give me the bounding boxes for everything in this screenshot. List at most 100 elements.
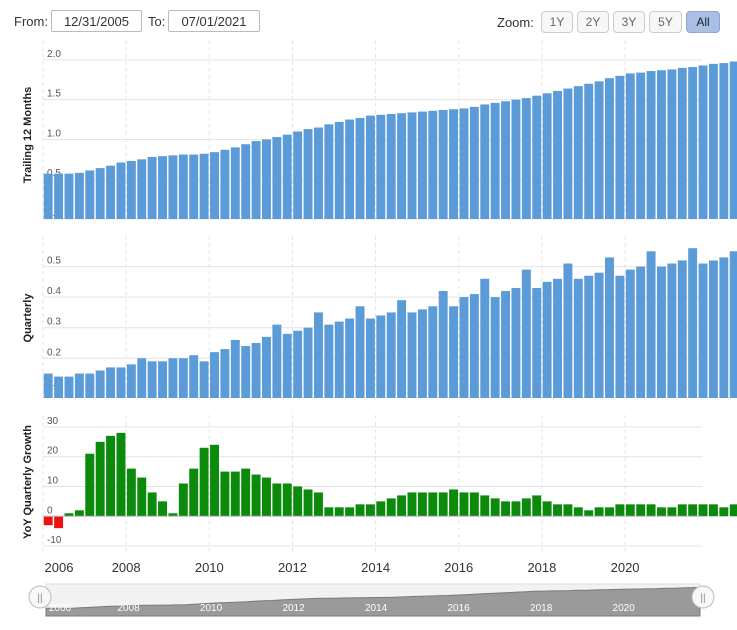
quarterly-bar — [521, 269, 531, 398]
trailing-12-months-bar — [646, 71, 656, 219]
quarterly-bar — [210, 352, 219, 398]
quarterly-bar — [137, 358, 147, 398]
trailing-12-months-bar — [636, 72, 646, 220]
x-tick-label: 2014 — [361, 560, 390, 575]
quarterly-bar — [469, 294, 479, 398]
yoy-growth-bar — [417, 492, 427, 517]
navigator-tick-label: 2008 — [117, 603, 140, 614]
trailing-12-months-bar — [313, 127, 323, 219]
y-tick-label: 1.0 — [47, 128, 61, 139]
trailing-12-months-axis-title: Trailing 12 Months — [22, 87, 34, 184]
x-tick-label: 2020 — [611, 560, 640, 575]
x-tick-label: 2008 — [112, 560, 141, 575]
yoy-growth-bar — [345, 507, 355, 517]
quarterly-bar — [230, 339, 240, 398]
trailing-12-months-bar — [688, 67, 698, 219]
trailing-12-months-bar — [168, 155, 178, 219]
to-date-input[interactable]: 07/01/2021 — [168, 10, 260, 32]
yoy-growth-bar — [147, 492, 157, 517]
trailing-12-months-bar — [469, 106, 479, 219]
quarterly-bar — [542, 281, 552, 398]
yoy-growth-bar — [646, 504, 656, 517]
zoom-2y-button[interactable]: 2Y — [577, 11, 609, 33]
quarterly-bar — [417, 309, 427, 398]
x-tick-label: 2016 — [444, 560, 473, 575]
yoy-growth-bar — [168, 513, 178, 517]
quarterly-bar — [667, 263, 677, 398]
from-date-input[interactable]: 12/31/2005 — [51, 10, 142, 32]
y-tick-label: 10 — [47, 475, 59, 486]
trailing-12-months-bar — [126, 160, 136, 219]
navigator-tick-label: 2016 — [447, 603, 470, 614]
yoy-growth-bar — [241, 468, 251, 517]
quarterly-bar — [729, 251, 737, 398]
quarterly-bar — [615, 275, 625, 398]
trailing-12-months-bar — [708, 63, 718, 219]
quarterly-bar — [407, 312, 417, 398]
quarterly-bar — [501, 291, 511, 398]
zoom-3y-button[interactable]: 3Y — [613, 11, 645, 33]
zoom-5y-button[interactable]: 5Y — [649, 11, 682, 33]
trailing-12-months-bar — [490, 102, 500, 219]
to-label: To: — [148, 14, 166, 29]
y-tick-label: 0.3 — [47, 317, 61, 328]
yoy-growth-bar — [355, 504, 365, 517]
trailing-12-months-bar — [480, 104, 490, 219]
quarterly-bar — [646, 251, 656, 398]
yoy-growth-bar — [511, 501, 521, 517]
trailing-12-months-bar — [43, 173, 53, 219]
trailing-12-months-bar — [438, 110, 448, 219]
zoom-label: Zoom: — [497, 15, 534, 30]
trailing-12-months-bar — [365, 115, 375, 219]
yoy-growth-bar — [708, 504, 718, 517]
quarterly-bar — [563, 263, 573, 398]
trailing-12-months-bar — [417, 111, 427, 219]
trailing-12-months-bar — [262, 139, 271, 219]
yoy-growth-bar — [189, 468, 199, 517]
yoy-growth-bar — [656, 507, 666, 517]
trailing-12-months-bar — [719, 63, 729, 220]
yoy-growth-bar — [397, 495, 407, 517]
trailing-12-months-bar — [615, 75, 625, 219]
quarterly-bar — [74, 373, 84, 398]
navigator-right-handle[interactable] — [691, 585, 715, 609]
trailing-12-months-bar — [511, 99, 521, 219]
quarterly-bar — [262, 336, 271, 398]
trailing-12-months-bar — [282, 134, 292, 219]
trailing-12-months-bar — [95, 168, 105, 219]
quarterly-bar — [313, 312, 323, 398]
y-tick-label: 0.4 — [47, 286, 61, 297]
trailing-12-months-bar — [64, 173, 74, 219]
zoom-1y-button[interactable]: 1Y — [541, 11, 573, 33]
yoy-growth-bar — [594, 507, 604, 517]
trailing-12-months-bar — [355, 117, 365, 219]
zoom-all-button[interactable]: All — [686, 11, 720, 33]
yoy-growth-bar — [85, 453, 95, 517]
quarterly-bar — [178, 358, 188, 398]
trailing-12-months-bar — [656, 70, 666, 219]
yoy-growth-bar — [667, 507, 677, 517]
trailing-12-months-bar — [667, 69, 677, 220]
yoy-growth-bar — [490, 498, 500, 517]
trailing-12-months-bar — [345, 119, 355, 219]
yoy-growth-bar — [54, 516, 64, 529]
trailing-12-months-bar — [407, 112, 417, 219]
yoy-growth-bar — [324, 507, 334, 517]
quarterly-bar — [376, 315, 386, 398]
x-tick-label: 2012 — [278, 560, 307, 575]
yoy-growth-bar — [137, 477, 147, 517]
y-tick-label: 30 — [47, 416, 59, 427]
trailing-12-months-bar — [594, 81, 604, 219]
yoy-growth-bar — [158, 501, 168, 517]
trailing-12-months-bar — [251, 141, 261, 219]
trailing-12-months-bar — [563, 88, 573, 219]
navigator-tick-label: 2018 — [530, 603, 553, 614]
navigator-left-handle[interactable] — [28, 585, 52, 609]
yoy-growth-bar — [729, 504, 737, 517]
yoy-growth-bar — [469, 492, 479, 517]
trailing-12-months-bar — [85, 170, 95, 219]
y-tick-label: -10 — [47, 535, 62, 546]
quarterly-bar — [636, 266, 646, 398]
yoy-growth-bar — [376, 501, 386, 517]
quarterly-bar — [428, 306, 438, 398]
